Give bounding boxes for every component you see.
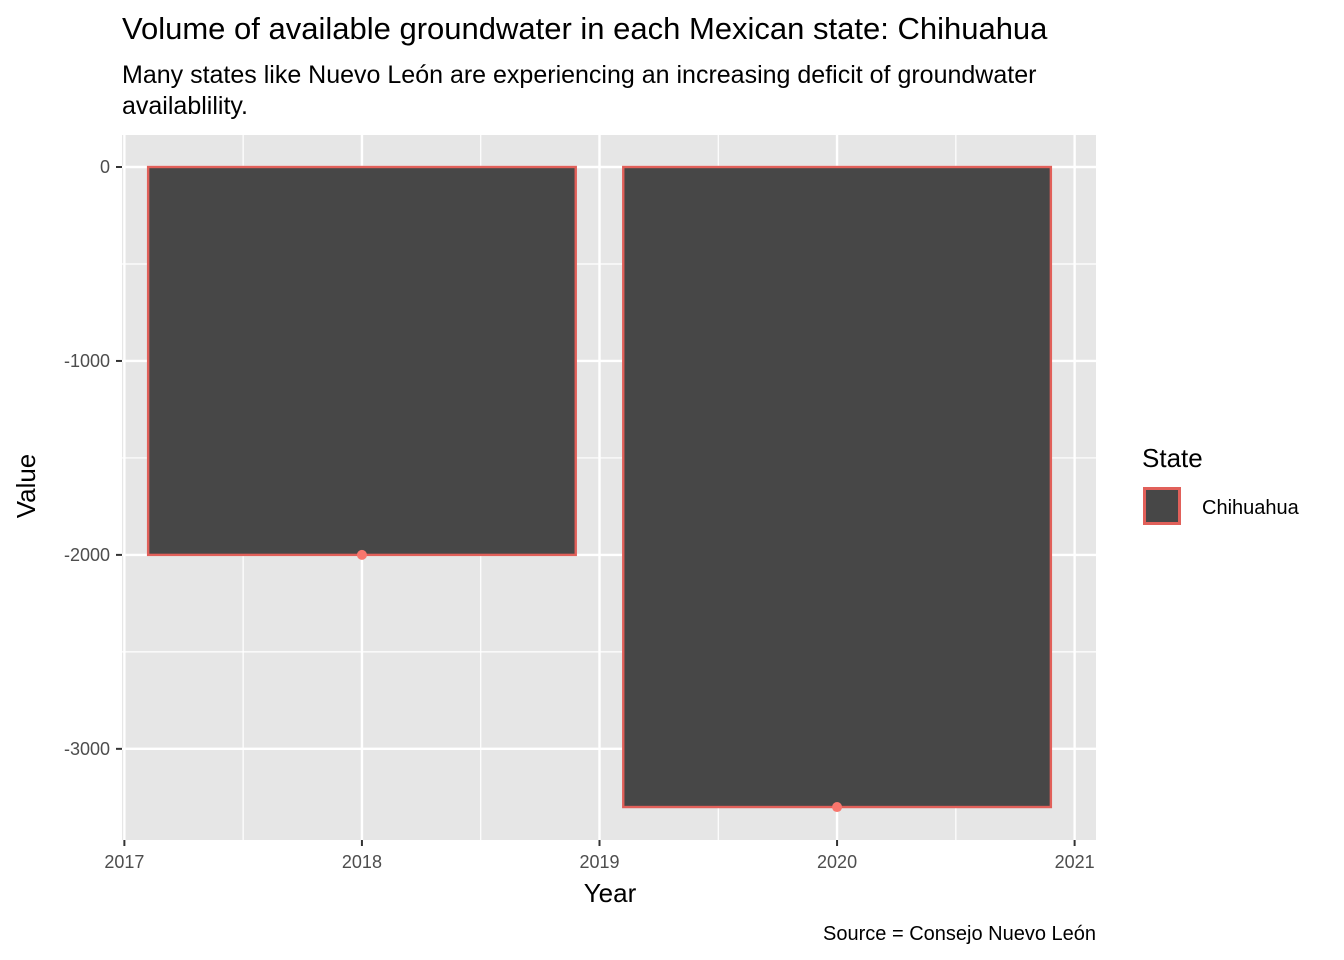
chart-caption: Source = Consejo Nuevo León (823, 923, 1096, 945)
legend-key-chihuahua (1143, 487, 1181, 525)
tick-labels: 2017 2018 2019 2020 2021 0 -1000 -2000 -3000 (64, 157, 1095, 872)
x-tick-label: 2021 (1055, 852, 1095, 872)
legend-label-chihuahua: Chihuahua (1202, 497, 1299, 519)
y-tick-label: 0 (100, 157, 110, 177)
points (356, 549, 843, 813)
chart-subtitle: Many states like Nuevo León are experien… (122, 61, 1037, 120)
axis-ticks (116, 166, 1076, 846)
bars (146, 165, 1053, 809)
x-tick-label: 2017 (104, 852, 144, 872)
point-2018 (356, 549, 367, 560)
x-tick-label: 2019 (579, 852, 619, 872)
x-axis-label: Year (583, 878, 637, 908)
y-tick-label: -1000 (64, 351, 110, 371)
legend-title: State (1142, 443, 1203, 473)
x-tick-label: 2018 (342, 852, 382, 872)
bar-2018 (146, 165, 577, 557)
y-axis-label: Value (11, 453, 41, 519)
y-tick-label: -3000 (64, 739, 110, 759)
x-tick-label: 2020 (817, 852, 857, 872)
y-tick-label: -2000 (64, 545, 110, 565)
point-2020 (832, 802, 843, 813)
chart-title: Volume of available groundwater in each … (122, 11, 1048, 46)
bar-2020 (622, 165, 1053, 809)
